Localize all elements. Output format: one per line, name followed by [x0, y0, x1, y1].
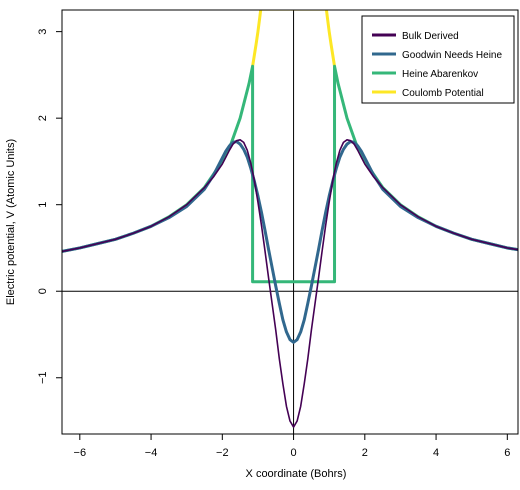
x-tick-label: 6	[504, 447, 510, 459]
series-line-coulomb-potential	[251, 10, 337, 67]
y-tick-label: −1	[37, 371, 49, 384]
reference-lines	[62, 10, 518, 434]
legend-box	[361, 15, 515, 104]
y-tick-label: 3	[37, 29, 49, 35]
y-tick-label: 2	[37, 115, 49, 121]
y-axis-label: Electric potential, V (Atomic Units)	[5, 139, 17, 305]
legend-label: Goodwin Needs Heine	[402, 50, 502, 61]
x-tick-label: 4	[433, 447, 439, 459]
legend-label: Bulk Derived	[402, 31, 459, 42]
plot-frame	[61, 9, 519, 435]
x-axis-label: X coordinate (Bohrs)	[246, 468, 347, 480]
x-tick-label: −4	[145, 447, 158, 459]
x-tick-label: 0	[291, 447, 297, 459]
y-tick-label: 1	[37, 202, 49, 208]
y-axis: −1 0 1 2 3	[37, 29, 62, 384]
legend-label: Heine Abarenkov	[402, 69, 478, 80]
x-tick-label: 2	[362, 447, 368, 459]
series-line-goodwin-needs-heine	[62, 140, 518, 344]
y-tick-label: 0	[37, 288, 49, 294]
series-layer	[62, 10, 518, 428]
series-line-bulk-derived	[62, 139, 518, 428]
x-tick-label: −2	[216, 447, 229, 459]
x-tick-label: −6	[74, 447, 87, 459]
legend-label: Coulomb Potential	[402, 88, 484, 99]
legend: Bulk Derived Goodwin Needs Heine Heine Aba…	[361, 15, 515, 104]
x-axis: −6 −4 −2 0 2 4 6	[74, 434, 510, 459]
